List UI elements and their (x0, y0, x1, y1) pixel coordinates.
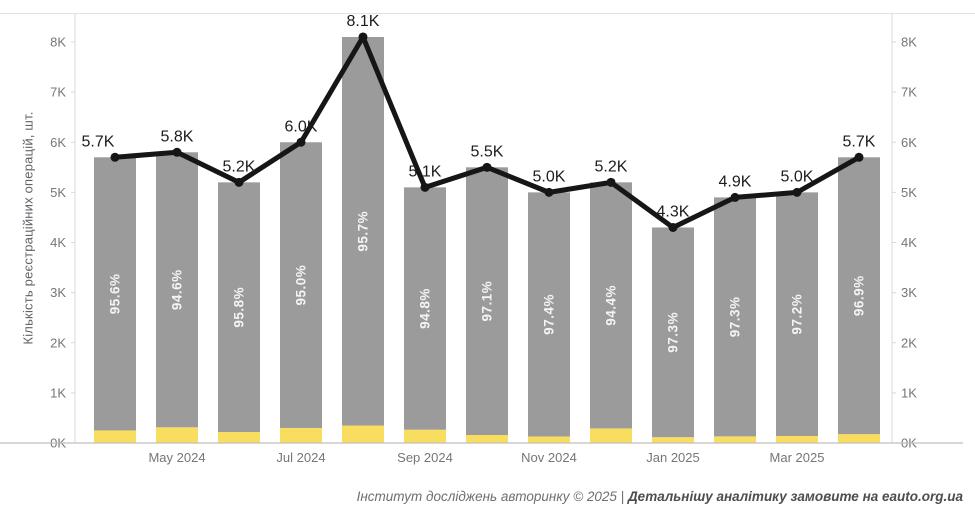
y-tick-label-right: 2K (901, 335, 917, 350)
chart-top-border (0, 13, 975, 14)
x-tick-label: Jul 2024 (276, 450, 325, 465)
line-point (606, 177, 616, 187)
line-value-label: 5.2K (223, 158, 256, 175)
line-value-label: 4.3K (657, 203, 690, 220)
bar-segment-gray (466, 167, 508, 436)
y-tick-label-right: 7K (901, 85, 917, 100)
bar-percent-label: 97.2% (790, 294, 805, 335)
y-tick-label-left: 8K (50, 35, 66, 50)
bar-segment-yellow (652, 437, 694, 443)
footer-credit-text: Інститут досліджень авторинку © 2025 | (356, 489, 628, 504)
y-tick-label-right: 6K (901, 135, 917, 150)
bar-segment-gray (280, 142, 322, 428)
bar-percent-label: 94.6% (170, 269, 185, 310)
y-tick-label-right: 5K (901, 185, 917, 200)
x-tick-label: Sep 2024 (397, 450, 453, 465)
footer-credit-bold-text: Детальнішу аналітику замовите на eauto.o… (627, 489, 963, 504)
y-tick-label-right: 4K (901, 235, 917, 250)
line-point (544, 187, 554, 197)
line-value-label: 8.1K (347, 13, 380, 30)
y-tick-label-left: 2K (50, 335, 66, 350)
bar-segment-gray (838, 157, 880, 435)
y-tick-label-left: 3K (50, 285, 66, 300)
bar-segment-yellow (280, 427, 322, 443)
y-tick-label-left: 5K (50, 185, 66, 200)
bar-segment-yellow (714, 436, 756, 443)
bar-percent-label: 97.1% (480, 281, 495, 322)
line-point (668, 222, 678, 232)
bar-segment-yellow (466, 435, 508, 443)
line-value-label: 5.7K (843, 133, 876, 150)
bar-segment-gray (342, 36, 384, 426)
x-tick-label: Jan 2025 (646, 450, 700, 465)
line-value-label: 5.1K (409, 163, 442, 180)
y-tick-label-left: 4K (50, 235, 66, 250)
bar-percent-label: 97.3% (666, 312, 681, 353)
line-point (296, 137, 306, 147)
bar-percent-label: 97.3% (728, 296, 743, 337)
bar-segment-gray (714, 197, 756, 437)
line-point (110, 152, 120, 162)
line-value-label: 4.9K (719, 173, 752, 190)
line-value-label: 5.0K (533, 168, 566, 185)
x-tick-label: Mar 2025 (770, 450, 825, 465)
bar-segment-gray (156, 152, 198, 428)
y-tick-label-left: 1K (50, 385, 66, 400)
bar-segment-yellow (342, 425, 384, 443)
bar-segment-yellow (404, 429, 446, 443)
x-tick-label: Nov 2024 (521, 450, 577, 465)
x-tick-label: May 2024 (148, 450, 205, 465)
line-point (482, 162, 492, 172)
y-tick-label-right: 1K (901, 385, 917, 400)
bar-segment-gray (94, 157, 136, 431)
line-point (792, 187, 802, 197)
y-tick-label-right: 3K (901, 285, 917, 300)
bar-percent-label: 95.0% (294, 265, 309, 306)
y-tick-label-left: 7K (50, 85, 66, 100)
line-point (854, 152, 864, 162)
line-point (358, 32, 368, 42)
bar-segment-yellow (590, 428, 632, 443)
bar-segment-gray (528, 192, 570, 437)
bar-segment-gray (776, 192, 818, 436)
line-point (730, 192, 740, 202)
bar-percent-label: 95.8% (232, 287, 247, 328)
bar-segment-gray (404, 187, 446, 430)
bar-segment-gray (218, 182, 260, 433)
line-value-label: 5.8K (161, 128, 194, 145)
bar-percent-label: 94.4% (604, 285, 619, 326)
bar-percent-label: 94.8% (418, 288, 433, 329)
line-value-label: 5.2K (595, 158, 628, 175)
bar-segment-gray (590, 182, 632, 429)
line-value-label: 5.5K (471, 143, 504, 160)
y-tick-label-right: 8K (901, 35, 917, 50)
line-value-label: 6.0K (285, 118, 318, 135)
bar-segment-yellow (94, 430, 136, 443)
bar-segment-yellow (528, 436, 570, 443)
footer-credit: Інститут досліджень авторинку © 2025 | Д… (357, 489, 963, 504)
bar-segment-yellow (838, 434, 880, 443)
line-value-label: 5.0K (781, 168, 814, 185)
bar-segment-yellow (776, 435, 818, 443)
bar-segment-gray (652, 227, 694, 438)
bar-percent-label: 96.9% (852, 275, 867, 316)
bar-segment-yellow (156, 427, 198, 443)
line-point (234, 177, 244, 187)
line-value-label: 5.7K (82, 133, 115, 150)
line-point (420, 182, 430, 192)
bar-percent-label: 95.6% (108, 273, 123, 314)
y-tick-label-left: 6K (50, 135, 66, 150)
bar-percent-label: 95.7% (356, 211, 371, 252)
bar-percent-label: 97.4% (542, 294, 557, 335)
line-point (172, 147, 182, 157)
bar-segment-yellow (218, 432, 260, 443)
